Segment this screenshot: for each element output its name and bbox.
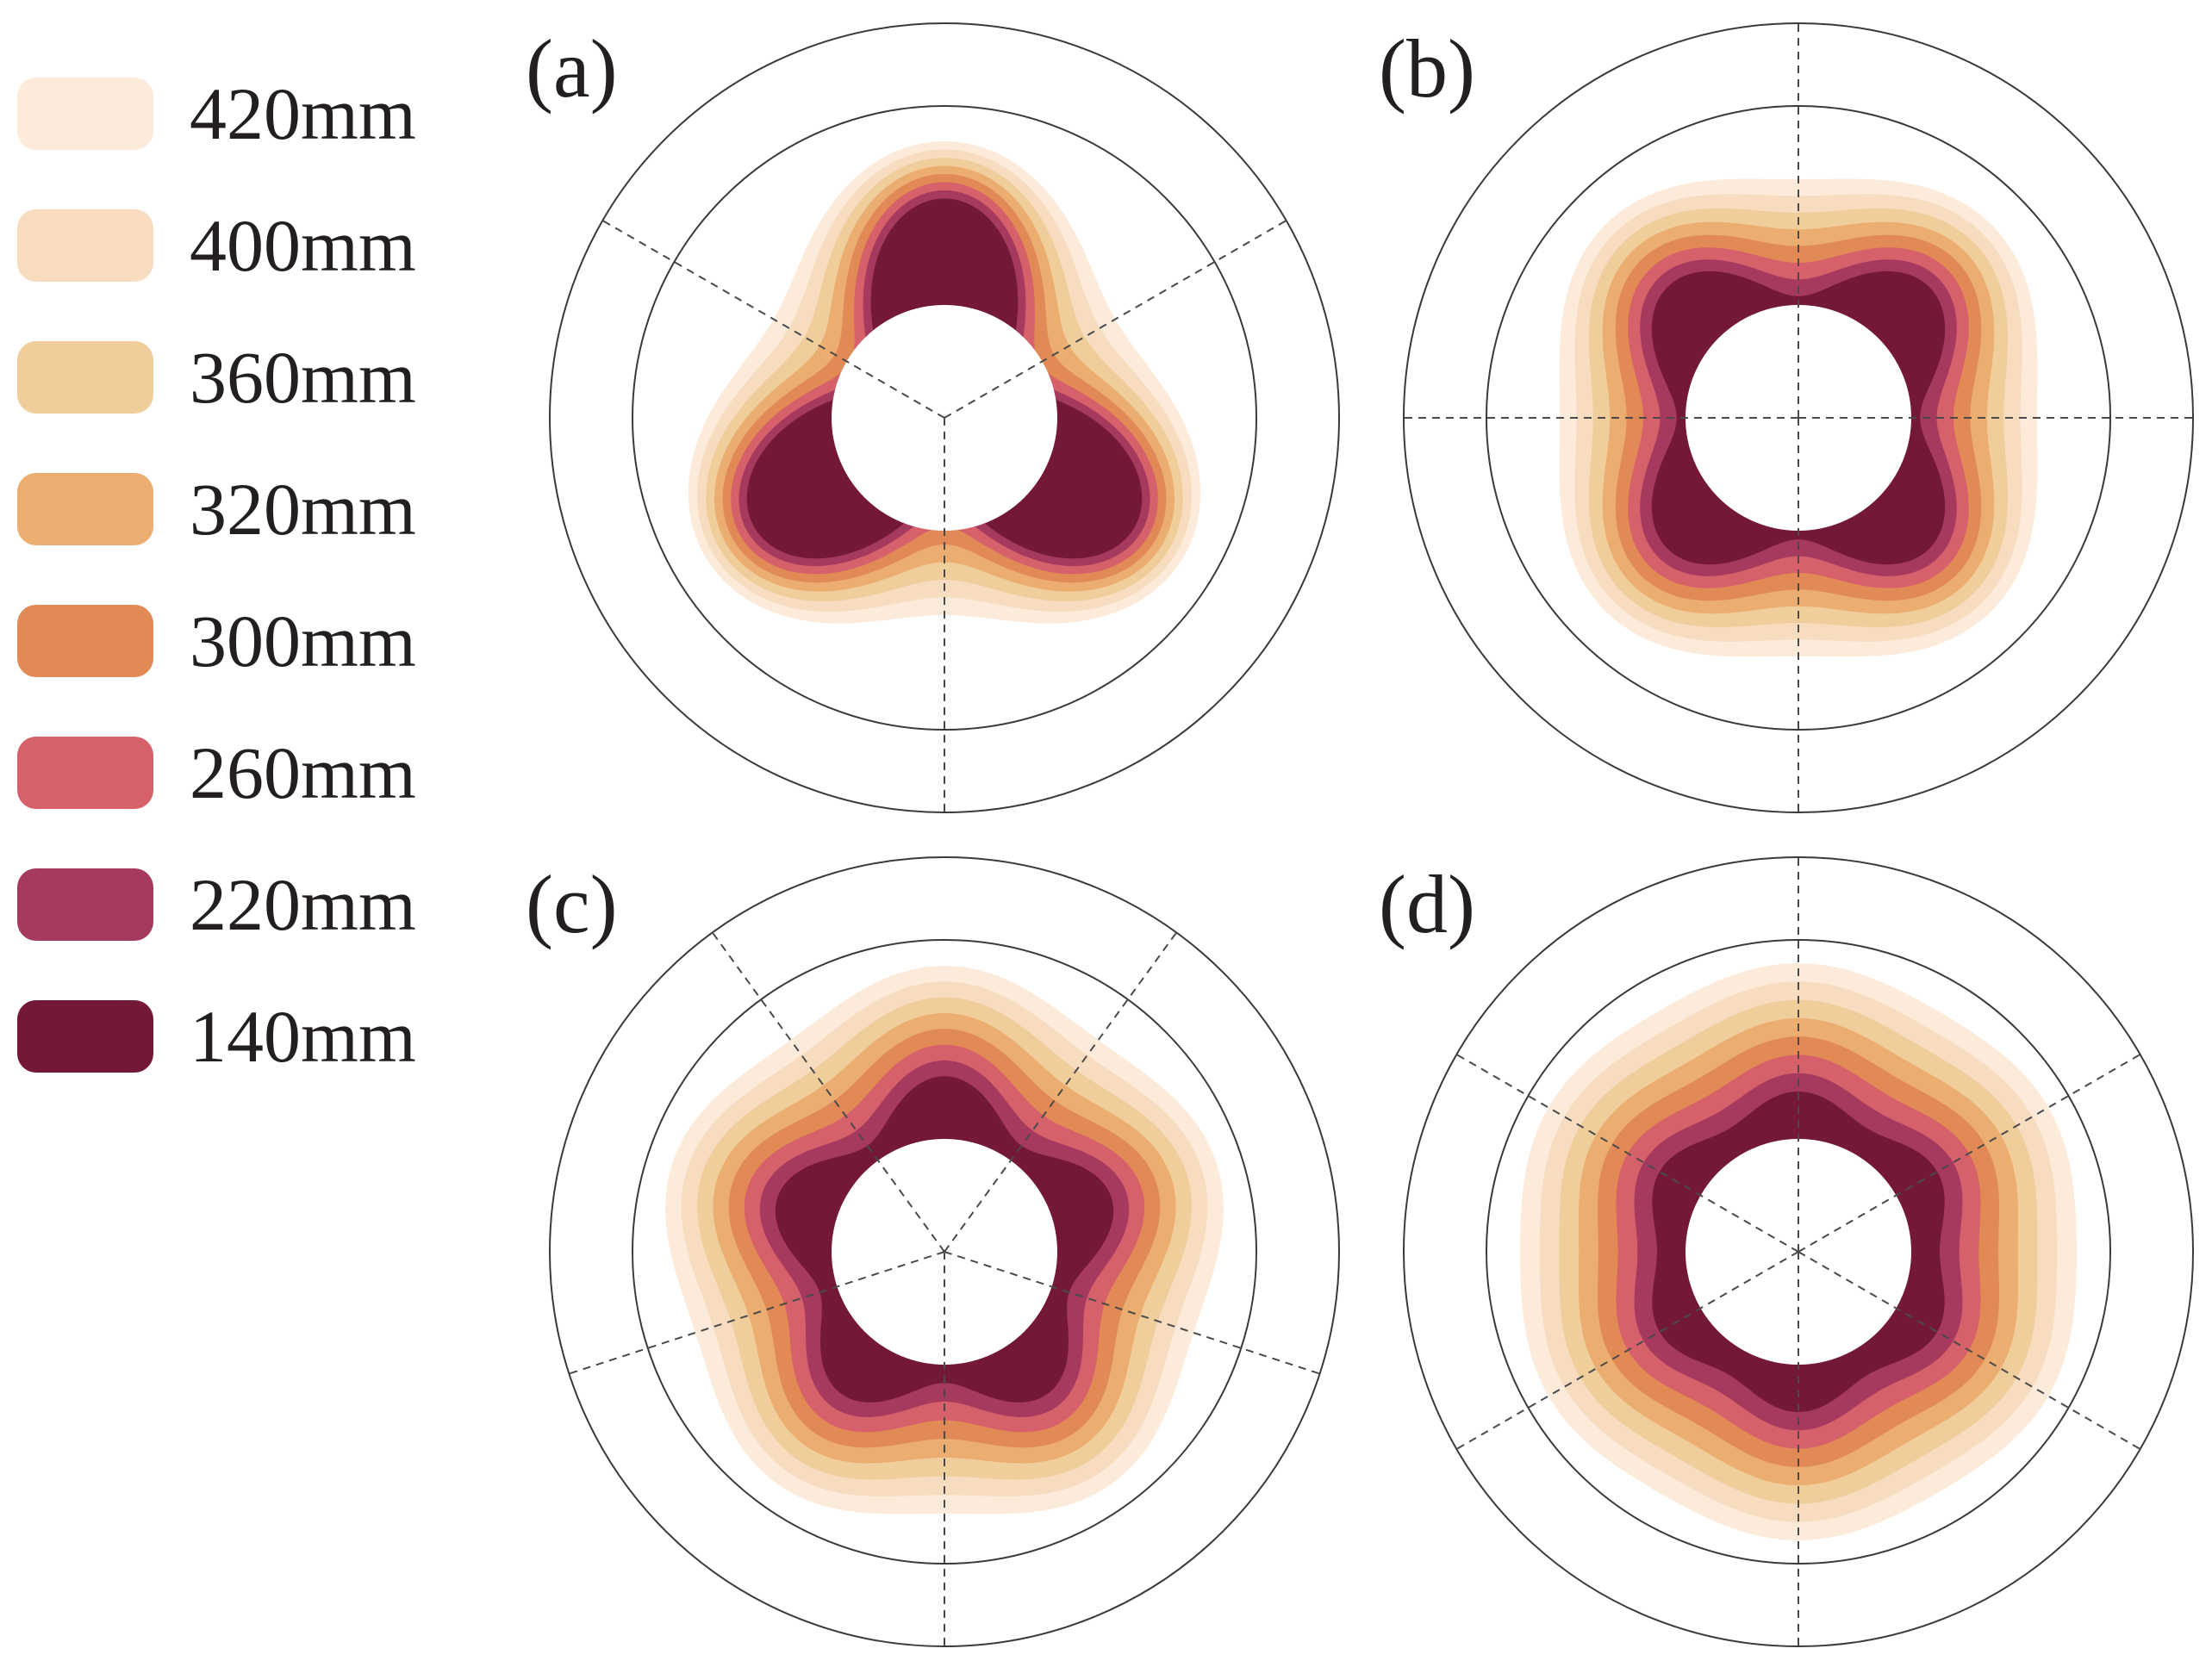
legend-swatch [17, 341, 153, 414]
reference-circle-inner [632, 105, 1257, 731]
legend-label: 320mm [190, 468, 416, 551]
dashed-spoke [944, 220, 1287, 419]
legend-label: 220mm [190, 863, 416, 946]
panel-a-label: (a) [526, 22, 618, 115]
legend-item-220: 220mm [17, 863, 465, 946]
legend-swatch [17, 737, 153, 809]
panel-b-grid [1403, 22, 2194, 813]
legend-item-420: 420mm [17, 72, 465, 155]
panel-b-label: (b) [1379, 22, 1475, 115]
reference-circle-outer [1403, 856, 2194, 1647]
legend-item-140: 140mm [17, 995, 465, 1078]
reference-circle-inner [632, 939, 1257, 1565]
panel-b: (b) [1379, 22, 2194, 813]
dashed-spoke [569, 1251, 945, 1375]
dashed-spoke [1455, 1251, 1799, 1450]
dashed-spoke [711, 931, 945, 1253]
panel-c-label: (c) [526, 858, 618, 950]
panel-a: (a) [526, 22, 1340, 813]
legend-swatch [17, 209, 153, 282]
legend-label: 140mm [190, 995, 416, 1078]
dashed-spoke [944, 931, 1178, 1253]
dashed-spoke [944, 1251, 1320, 1375]
panel-c-contours [665, 966, 1224, 1515]
legend-swatch [17, 868, 153, 941]
reference-circle-inner [1486, 105, 2111, 731]
reference-circle-outer [549, 856, 1340, 1647]
legend-swatch [17, 473, 153, 545]
legend-item-320: 320mm [17, 468, 465, 551]
panel-d-contours [1520, 963, 2077, 1540]
panel-c: (c) [526, 856, 1340, 1647]
panel-a-contours [688, 141, 1201, 624]
reference-circle-outer [1403, 22, 2194, 813]
legend-item-400: 400mm [17, 204, 465, 287]
legend-item-300: 300mm [17, 600, 465, 682]
panel-a-grid [549, 22, 1340, 813]
legend: 420mm 400mm 360mm 320mm 300mm 260mm 220m… [0, 0, 483, 1206]
legend-label: 300mm [190, 600, 416, 682]
legend-label: 420mm [190, 72, 416, 155]
legend-label: 400mm [190, 204, 416, 287]
legend-item-260: 260mm [17, 731, 465, 814]
dashed-spoke [1455, 1054, 1799, 1253]
dashed-spoke [601, 220, 945, 419]
legend-swatch [17, 605, 153, 677]
legend-label: 260mm [190, 731, 416, 814]
reference-circle-outer [549, 22, 1340, 813]
dashed-spoke [1798, 1054, 2141, 1253]
reference-circle-inner [1486, 939, 2111, 1565]
legend-label: 360mm [190, 336, 416, 419]
panel-d: (d) [1379, 856, 2194, 1647]
panel-d-grid [1403, 856, 2194, 1647]
dashed-spoke [1798, 1251, 2141, 1450]
panel-c-grid [549, 856, 1340, 1647]
panel-d-label: (d) [1379, 858, 1475, 950]
legend-swatch [17, 1000, 153, 1073]
legend-item-360: 360mm [17, 336, 465, 419]
legend-swatch [17, 78, 153, 150]
